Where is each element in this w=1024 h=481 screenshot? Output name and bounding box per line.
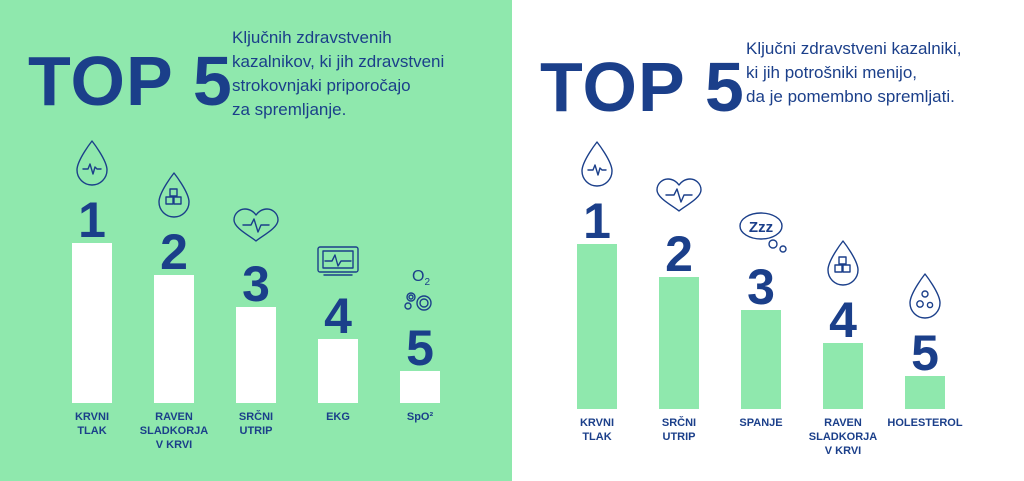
chart-subtitle: Ključnih zdravstvenih kazalnikov, ki jih… [232, 28, 445, 119]
bar-5 [400, 371, 440, 403]
heart-heartbeat-icon [656, 178, 702, 212]
rank-label-3: 3 [242, 256, 270, 312]
bar-2 [659, 277, 699, 409]
heart-heartbeat-icon [233, 208, 279, 242]
drop-sugar-cubes-icon [158, 172, 190, 218]
bar-1 [577, 244, 617, 409]
rank-label-4: 4 [829, 292, 857, 348]
rank-label-5: 5 [911, 325, 939, 381]
right-panel: TOP 5 Ključni zdravstveni kazalniki, ki … [512, 0, 1024, 481]
left-panel: TOP 5 Ključnih zdravstvenih kazalnikov, … [0, 0, 512, 481]
chart-left: 1 KRVNI TLAK 2 RAVEN SLADKORJA V KRVI 3 SRČNI UTR… [72, 140, 440, 451]
chart-right: 1 KRVNI TLAK 2 SRČNI UTRIP 3 Zzz SPANJE 4 RAVEN SLA… [577, 141, 963, 457]
rank-label-4: 4 [324, 288, 352, 344]
bar-4 [318, 339, 358, 403]
oxygen-bubbles-icon: O2 [404, 268, 432, 311]
category-label-2: SRČNI UTRIP [662, 416, 696, 443]
category-label-2: RAVEN SLADKORJA V KRVI [140, 411, 209, 451]
category-label-1: KRVNI TLAK [75, 411, 109, 437]
drop-bubbles-icon [909, 273, 941, 319]
drop-heartbeat-icon [581, 141, 613, 187]
rank-label-2: 2 [665, 226, 693, 282]
ekg-monitor-icon [317, 246, 359, 276]
bar-3 [741, 310, 781, 409]
category-label-5: SpO² [407, 411, 434, 423]
category-label-4: RAVEN SLADKORJA V KRVI [809, 417, 878, 457]
chart-title: TOP 5 [540, 48, 745, 126]
rank-label-1: 1 [78, 192, 106, 248]
category-label-5: HOLESTEROL [887, 417, 962, 429]
sleep-zzz-icon: Zzz [739, 212, 787, 253]
bar-2 [154, 275, 194, 403]
rank-label-3: 3 [747, 259, 775, 315]
bar-3 [236, 307, 276, 403]
category-label-3: SPANJE [739, 417, 782, 429]
rank-label-5: 5 [406, 320, 434, 376]
chart-subtitle: Ključni zdravstveni kazalniki, ki jih po… [746, 39, 962, 106]
svg-text:O2: O2 [412, 268, 430, 288]
rank-label-1: 1 [583, 193, 611, 249]
drop-heartbeat-icon [76, 140, 108, 186]
bar-5 [905, 376, 945, 409]
chart-title: TOP 5 [28, 42, 233, 120]
rank-label-2: 2 [160, 224, 188, 280]
drop-sugar-cubes-icon [827, 240, 859, 286]
bar-4 [823, 343, 863, 409]
category-label-4: EKG [326, 411, 350, 423]
svg-text:Zzz: Zzz [749, 219, 773, 236]
category-label-1: KRVNI TLAK [580, 417, 614, 443]
category-label-3: SRČNI UTRIP [239, 410, 273, 437]
bar-1 [72, 243, 112, 403]
